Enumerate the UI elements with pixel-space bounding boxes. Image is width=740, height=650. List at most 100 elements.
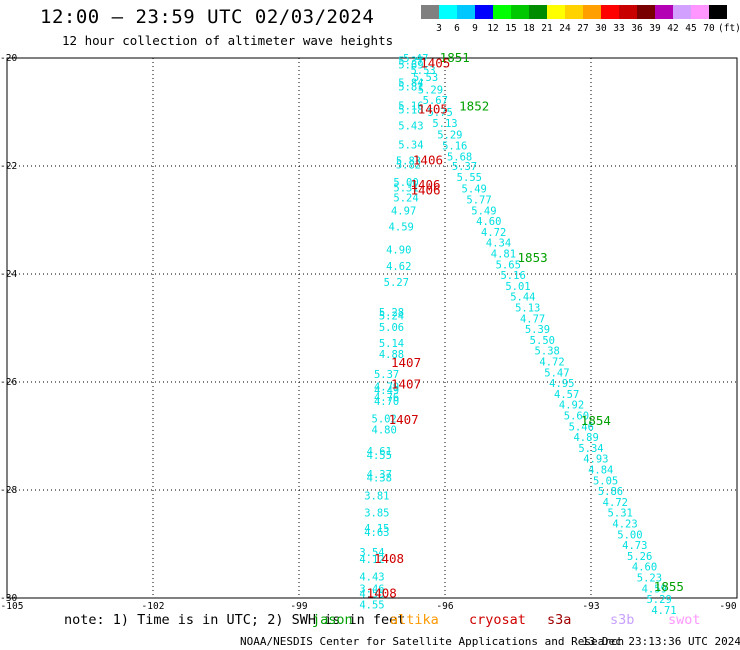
pass-time-label: 1851 bbox=[440, 50, 470, 65]
color-swatch bbox=[619, 5, 637, 19]
wave-height-value: 4.55 bbox=[359, 599, 384, 611]
wave-height-value: 4.79 bbox=[374, 381, 399, 393]
wave-height-value: 4.80 bbox=[372, 425, 397, 437]
pass-time-label: 1407 bbox=[391, 377, 421, 392]
color-scale-unit: (ft) bbox=[718, 23, 740, 34]
wave-height-value: 4.55 bbox=[359, 589, 384, 601]
wave-height-value: 3.46 bbox=[359, 583, 384, 595]
wave-height-value: 5.50 bbox=[530, 335, 555, 347]
pass-time-label: 1855 bbox=[654, 579, 684, 594]
pass-time-label: 1406 bbox=[410, 177, 440, 192]
y-tick-label: -30 bbox=[0, 593, 17, 604]
wave-height-value: 4.61 bbox=[367, 446, 392, 458]
wave-height-value: 5.37 bbox=[452, 161, 477, 173]
wave-height-value: 4.34 bbox=[486, 238, 511, 250]
wave-height-value: 5.47 bbox=[403, 53, 428, 65]
pass-time-label: 1408 bbox=[374, 551, 404, 566]
wave-height-value: 4.88 bbox=[379, 349, 404, 361]
color-swatch bbox=[421, 5, 439, 19]
mission-s3a: s3a bbox=[547, 612, 572, 628]
color-scale-label: 12 bbox=[487, 23, 499, 34]
wave-height-value: 4.95 bbox=[549, 378, 574, 390]
wave-height-value: 5.37 bbox=[398, 56, 423, 68]
wave-height-value: 5.34 bbox=[398, 139, 423, 151]
color-swatch bbox=[547, 5, 565, 19]
pass-time-label: 1407 bbox=[391, 355, 421, 370]
wave-height-value: 5.86 bbox=[598, 486, 623, 498]
wave-height-value: 5.29 bbox=[646, 594, 671, 606]
color-scale-label: 9 bbox=[472, 23, 478, 34]
color-scale-label: 6 bbox=[454, 23, 460, 34]
wave-height-value: 5.00 bbox=[617, 529, 642, 541]
wave-height-value: 5.38 bbox=[535, 346, 560, 358]
wave-height-value: 4.72 bbox=[539, 356, 564, 368]
color-swatch bbox=[709, 5, 727, 19]
footer-credit: NOAA/NESDIS Center for Satellite Applica… bbox=[240, 635, 625, 648]
wave-height-value: 5.39 bbox=[525, 324, 550, 336]
wave-height-value: 4.73 bbox=[622, 540, 647, 552]
wave-height-value: 4.59 bbox=[389, 221, 414, 233]
color-scale-label: 39 bbox=[649, 23, 661, 34]
wave-height-value: 4.55 bbox=[367, 450, 392, 462]
wave-height-value: 5.27 bbox=[384, 277, 409, 289]
mission-legend: jason altika cryosat s3a s3b swot bbox=[0, 612, 740, 630]
color-swatch bbox=[673, 5, 691, 19]
wave-height-value: 5.83 bbox=[396, 156, 421, 168]
wave-height-value: 4.76 bbox=[374, 392, 399, 404]
wave-height-value: 5.49 bbox=[462, 184, 487, 196]
wave-height-value: 5.28 bbox=[379, 307, 404, 319]
y-tick-label: -28 bbox=[0, 485, 17, 496]
wave-height-value: 5.43 bbox=[398, 121, 423, 133]
mission-altika: altika bbox=[390, 612, 439, 628]
pass-time-label: 1406 bbox=[410, 182, 440, 197]
wave-height-value: 5.34 bbox=[578, 443, 603, 455]
x-tick-label: -93 bbox=[582, 601, 599, 612]
x-tick-label: -96 bbox=[436, 601, 453, 612]
color-swatch bbox=[691, 5, 709, 19]
mission-s3b: s3b bbox=[610, 612, 635, 628]
color-scale-label: 36 bbox=[631, 23, 643, 34]
color-scale-label: 70 bbox=[703, 23, 715, 34]
wave-height-value: 4.62 bbox=[386, 261, 411, 273]
color-scale-label: 15 bbox=[505, 23, 517, 34]
footer-note: note: 1) Time is in UTC; 2) SWH is in fe… bbox=[64, 612, 406, 628]
color-swatch bbox=[565, 5, 583, 19]
wave-height-value: 4.57 bbox=[554, 389, 579, 401]
wave-height-value: 3.81 bbox=[364, 490, 389, 502]
pass-time-label: 1405 bbox=[418, 101, 448, 116]
pass-time-label: 1408 bbox=[367, 586, 397, 601]
color-swatch bbox=[583, 5, 601, 19]
wave-height-value: 5.49 bbox=[471, 205, 496, 217]
mission-swot: swot bbox=[668, 612, 701, 628]
color-scale-label: 33 bbox=[613, 23, 625, 34]
color-swatch bbox=[601, 5, 619, 19]
wave-height-value: 4.15 bbox=[364, 523, 389, 535]
wave-height-value: 5.60 bbox=[564, 410, 589, 422]
wave-height-value: 4.72 bbox=[603, 497, 628, 509]
wave-height-value: 5.13 bbox=[515, 302, 540, 314]
chart-subtitle: 12 hour collection of altimeter wave hei… bbox=[62, 33, 394, 48]
wave-height-value: 5.31 bbox=[393, 183, 418, 195]
color-swatch bbox=[637, 5, 655, 19]
y-tick-label: -20 bbox=[0, 53, 17, 64]
footer-timestamp: 13 Dec 23:13:36 UTC 2024 bbox=[582, 635, 740, 648]
wave-height-value: 4.90 bbox=[386, 245, 411, 257]
wave-height-value: 4.60 bbox=[632, 562, 657, 574]
x-tick-label: -90 bbox=[719, 601, 736, 612]
pass-time-label: 1406 bbox=[413, 153, 443, 168]
wave-height-value: 4.37 bbox=[367, 469, 392, 481]
x-tick-label: -105 bbox=[1, 601, 24, 612]
wave-height-value: 5.46 bbox=[569, 421, 594, 433]
wave-height-value: 5.47 bbox=[544, 367, 569, 379]
wave-height-value: 4.89 bbox=[573, 432, 598, 444]
chart-title: 12:00 — 23:59 UTC 02/03/2024 bbox=[40, 6, 375, 28]
wave-height-value: 4.72 bbox=[481, 227, 506, 239]
wave-height-value: 4.43 bbox=[359, 571, 384, 583]
wave-height-value: 5.67 bbox=[423, 95, 448, 107]
wave-height-value: 5.02 bbox=[372, 414, 397, 426]
color-swatch bbox=[439, 5, 457, 19]
color-scale-label: 24 bbox=[559, 23, 571, 34]
wave-height-value: 5.31 bbox=[608, 508, 633, 520]
pass-time-label: 1405 bbox=[420, 55, 450, 70]
